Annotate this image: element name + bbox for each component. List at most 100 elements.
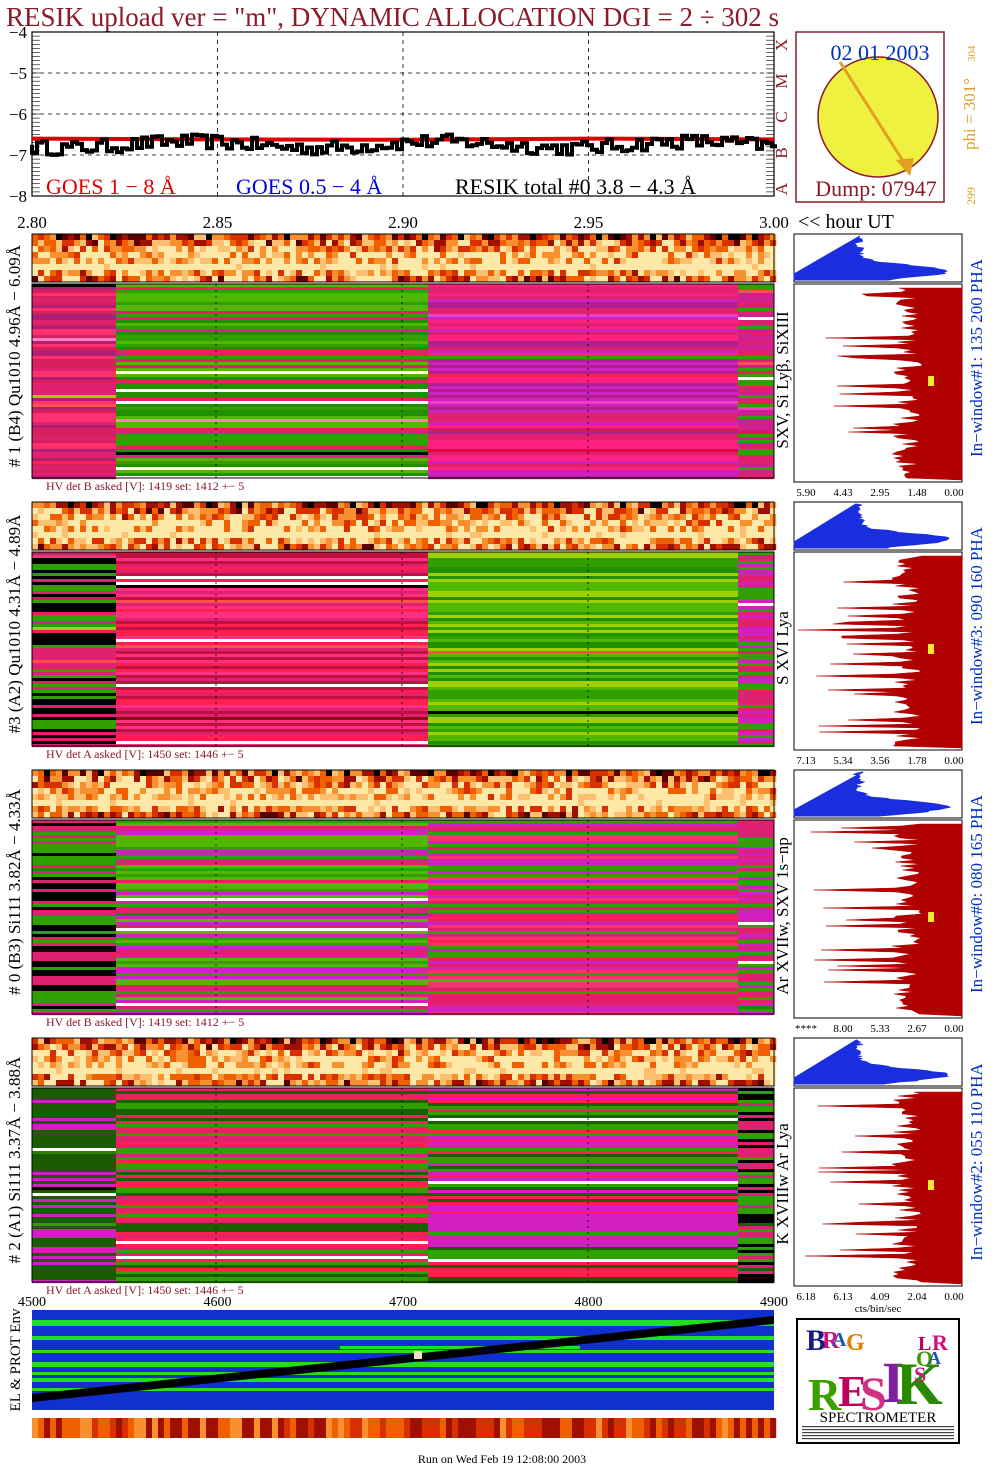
stripe-row [116,922,428,926]
stripe-row [428,344,738,348]
stripe-row [116,850,428,854]
heat-cell [446,276,453,283]
heat-cell [410,520,417,527]
heat-cell [254,514,261,521]
heat-cell [182,800,189,807]
heat-cell [50,776,57,783]
heat-cell [422,508,429,515]
heat-cell [158,800,165,807]
heat-cell [380,240,387,247]
stripe-row [428,446,738,450]
heat-cell [494,258,501,265]
heat-cell [230,812,237,819]
heat-cell [680,538,687,545]
stripe-row [738,594,774,598]
heat-cell [446,800,453,807]
heat-cell [548,252,555,259]
heat-cell [296,1080,303,1087]
stripe-row [116,934,428,938]
heat-cell [734,246,741,253]
heat-cell [494,788,501,795]
heat-cell [710,514,717,521]
heat-cell [476,234,483,241]
heat-cell [722,252,729,259]
heat-cell [38,1074,45,1081]
heat-cell [566,794,573,801]
heat-cell [452,508,459,515]
heat-cell [314,794,321,801]
heat-cell [752,782,759,789]
heat-cell [260,1068,267,1075]
heat-cell [506,258,513,265]
heat-cell [632,538,639,545]
stripe-row [116,329,428,333]
heat-cell [218,544,225,551]
heat-cell [596,782,603,789]
heat-cell [404,234,411,241]
heat-cell [200,532,207,539]
heat-cell [422,1044,429,1051]
heat-cell [332,800,339,807]
heat-cell [656,246,663,253]
heat-cell [512,1056,519,1063]
heat-cell [260,1038,267,1045]
heat-cell [722,520,729,527]
stripe-row [738,293,774,297]
spectrum-x-tick: 7.13 [796,755,816,767]
stripe-row [32,937,116,941]
heat-cell [338,234,345,241]
stripe-row [428,654,738,658]
heat-cell [746,806,753,813]
heat-cell [752,514,759,521]
heat-cell [674,508,681,515]
heat-cell [266,1074,273,1081]
heat-cell [476,812,483,819]
heat-cell [56,812,63,819]
heat-cell [266,270,273,277]
heat-cell [44,1056,51,1063]
heat-cell [392,252,399,259]
heat-cell [146,538,153,545]
heat-cell [518,234,525,241]
heat-cell [740,538,747,545]
heat-cell [278,508,285,515]
stripe-row [738,648,774,652]
heat-cell [722,234,729,241]
heat-cell [440,800,447,807]
heat-cell [158,1038,165,1045]
heat-cell [668,508,675,515]
stripe-row [116,964,428,968]
heat-cell [308,770,315,777]
heat-cell [434,514,441,521]
heat-cell [266,800,273,807]
heat-cell [404,526,411,533]
stripe-row [428,603,738,607]
heat-cell [116,806,123,813]
stripe-row [738,868,774,872]
heat-cell [32,1050,39,1057]
heat-cell [140,240,147,247]
heat-cell [614,1044,621,1051]
stripe-row [738,383,774,387]
heat-cell [698,526,705,533]
heat-cell [506,544,513,551]
heat-cell [332,264,339,271]
heat-cell [434,1044,441,1051]
heat-cell [44,246,51,253]
stripe-row [32,642,116,646]
heat-cell [746,520,753,527]
spectrum-x-tick: 1.48 [907,487,927,499]
heat-cell [506,538,513,545]
heat-cell [248,1068,255,1075]
heat-cell [542,240,549,247]
heat-cell [482,1062,489,1069]
heat-cell [212,1050,219,1057]
heat-cell [698,1038,705,1045]
stripe-row [32,1223,116,1227]
heat-cell [482,806,489,813]
heat-cell [686,258,693,265]
stripe-row [116,823,428,827]
heat-cell [650,538,657,545]
stripe-row [116,714,428,718]
heat-cell [176,794,183,801]
